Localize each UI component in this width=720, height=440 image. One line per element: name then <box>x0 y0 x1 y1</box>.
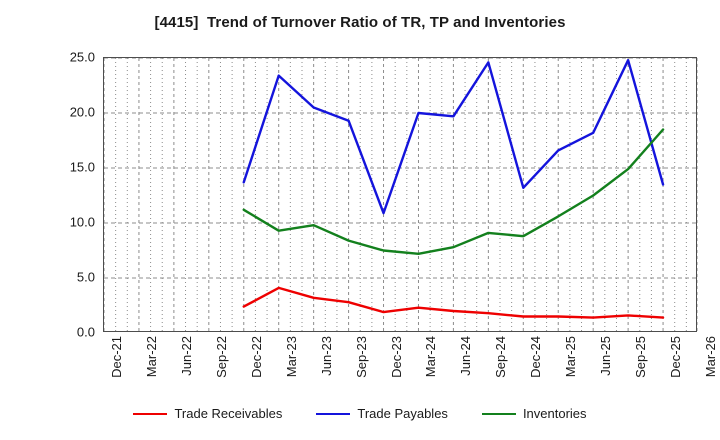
x-tick-label: Mar-22 <box>143 336 159 378</box>
series-lines <box>242 59 665 319</box>
plot-area <box>103 57 698 333</box>
legend-label: Trade Payables <box>357 406 448 421</box>
legend-label: Inventories <box>522 406 587 421</box>
y-tick-label: 5.0 <box>76 269 95 285</box>
x-tick-label: Mar-23 <box>283 336 299 378</box>
legend-item[interactable]: Trade Payables <box>316 406 448 421</box>
legend-item[interactable]: Trade Receivables <box>133 406 282 421</box>
y-tick-label: 10.0 <box>69 214 95 230</box>
grid-lines <box>104 58 698 333</box>
x-tick-label: Dec-24 <box>528 336 544 378</box>
y-tick-label: 0.0 <box>76 324 95 340</box>
legend-label: Trade Receivables <box>174 406 283 421</box>
series-line <box>242 286 665 319</box>
chart-title: [4415] Trend of Turnover Ratio of TR, TP… <box>154 14 566 31</box>
x-tick-label: Dec-23 <box>388 336 404 378</box>
x-tick-label: Sep-25 <box>633 336 649 378</box>
x-axis-tick-labels: Dec-21 Mar-22 Jun-22 Sep-22 Dec-22 Mar-23 Jun-… <box>103 336 718 406</box>
legend-item[interactable]: Inventories <box>481 406 587 421</box>
x-tick-label: Sep-24 <box>493 336 509 378</box>
x-tick-label: Mar-24 <box>423 336 439 378</box>
x-tick-label: Dec-21 <box>109 336 124 378</box>
x-tick-label: Jun-24 <box>458 336 474 376</box>
y-tick-label: 25.0 <box>69 49 95 65</box>
x-tick-label: Jun-22 <box>178 336 194 376</box>
y-tick-label: 20.0 <box>69 104 95 120</box>
series-line <box>242 128 665 256</box>
x-tick-label: Jun-25 <box>598 336 614 376</box>
x-tick-label: Dec-25 <box>668 336 684 378</box>
x-tick-label: Sep-22 <box>213 336 229 378</box>
legend-line-icon <box>481 412 516 415</box>
x-tick-label: Mar-25 <box>563 336 579 378</box>
x-tick-label: Sep-23 <box>353 336 369 378</box>
series-line <box>242 59 665 215</box>
legend-line-icon <box>133 412 168 415</box>
legend-line-icon <box>316 412 351 415</box>
x-tick-label: Mar-26 <box>703 336 718 378</box>
y-axis-tick-labels: 0.0 5.0 10.0 15.0 20.0 25.0 <box>0 50 95 340</box>
y-tick-label: 15.0 <box>69 159 95 175</box>
x-tick-label: Jun-23 <box>318 336 334 376</box>
x-tick-label: Dec-22 <box>248 336 264 378</box>
chart-legend: Trade Receivables Trade Payables Inventori… <box>0 406 720 421</box>
